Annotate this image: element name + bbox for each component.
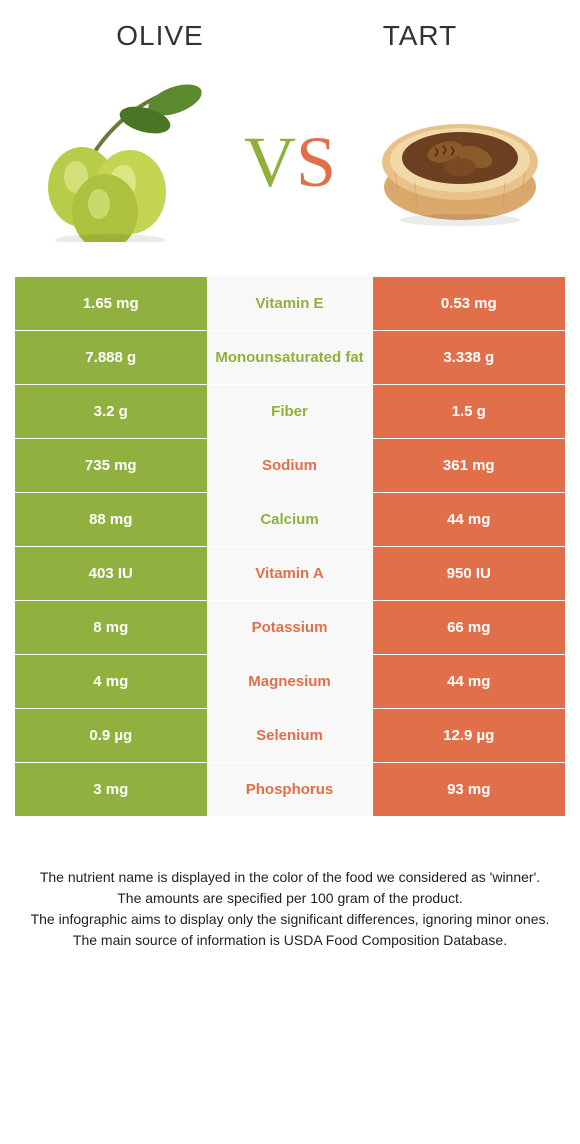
value-right: 93 mg bbox=[373, 763, 566, 817]
value-right: 3.338 g bbox=[373, 331, 566, 385]
value-left: 7.888 g bbox=[15, 331, 208, 385]
vs-label: VS bbox=[244, 121, 336, 204]
value-right: 66 mg bbox=[373, 601, 566, 655]
value-right: 0.53 mg bbox=[373, 277, 566, 331]
nutrient-row: 8 mgPotassium66 mg bbox=[15, 601, 565, 655]
value-left: 735 mg bbox=[15, 439, 208, 493]
footer-line: The nutrient name is displayed in the co… bbox=[30, 867, 550, 888]
nutrient-label: Fiber bbox=[208, 385, 373, 439]
value-left: 0.9 µg bbox=[15, 709, 208, 763]
value-left: 88 mg bbox=[15, 493, 208, 547]
value-left: 8 mg bbox=[15, 601, 208, 655]
nutrient-table: 1.65 mgVitamin E0.53 mg7.888 gMonounsatu… bbox=[15, 277, 565, 817]
nutrient-label: Vitamin A bbox=[208, 547, 373, 601]
footer-line: The amounts are specified per 100 gram o… bbox=[30, 888, 550, 909]
value-right: 950 IU bbox=[373, 547, 566, 601]
value-right: 361 mg bbox=[373, 439, 566, 493]
nutrient-row: 3 mgPhosphorus93 mg bbox=[15, 763, 565, 817]
value-left: 403 IU bbox=[15, 547, 208, 601]
footer-notes: The nutrient name is displayed in the co… bbox=[0, 817, 580, 971]
nutrient-label: Selenium bbox=[208, 709, 373, 763]
nutrient-row: 0.9 µgSelenium12.9 µg bbox=[15, 709, 565, 763]
nutrient-label: Calcium bbox=[208, 493, 373, 547]
value-left: 3 mg bbox=[15, 763, 208, 817]
value-left: 1.65 mg bbox=[15, 277, 208, 331]
hero-section: VS bbox=[0, 67, 580, 277]
title-right: Tart bbox=[290, 20, 550, 52]
tart-image bbox=[370, 77, 550, 247]
nutrient-row: 88 mgCalcium44 mg bbox=[15, 493, 565, 547]
nutrient-label: Sodium bbox=[208, 439, 373, 493]
nutrient-row: 7.888 gMonounsaturated fat3.338 g bbox=[15, 331, 565, 385]
vs-v-letter: V bbox=[244, 122, 296, 202]
value-right: 1.5 g bbox=[373, 385, 566, 439]
nutrient-row: 4 mgMagnesium44 mg bbox=[15, 655, 565, 709]
nutrient-row: 3.2 gFiber1.5 g bbox=[15, 385, 565, 439]
nutrient-label: Vitamin E bbox=[208, 277, 373, 331]
title-left: Olive bbox=[30, 20, 290, 52]
value-right: 44 mg bbox=[373, 493, 566, 547]
nutrient-row: 1.65 mgVitamin E0.53 mg bbox=[15, 277, 565, 331]
header-row: Olive Tart bbox=[0, 0, 580, 67]
vs-s-letter: S bbox=[296, 122, 336, 202]
value-left: 4 mg bbox=[15, 655, 208, 709]
footer-line: The main source of information is USDA F… bbox=[30, 930, 550, 951]
value-left: 3.2 g bbox=[15, 385, 208, 439]
nutrient-row: 403 IUVitamin A950 IU bbox=[15, 547, 565, 601]
olive-image bbox=[30, 77, 210, 247]
value-right: 12.9 µg bbox=[373, 709, 566, 763]
footer-line: The infographic aims to display only the… bbox=[30, 909, 550, 930]
nutrient-label: Potassium bbox=[208, 601, 373, 655]
nutrient-label: Monounsaturated fat bbox=[208, 331, 373, 385]
nutrient-row: 735 mgSodium361 mg bbox=[15, 439, 565, 493]
nutrient-label: Phosphorus bbox=[208, 763, 373, 817]
value-right: 44 mg bbox=[373, 655, 566, 709]
nutrient-label: Magnesium bbox=[208, 655, 373, 709]
